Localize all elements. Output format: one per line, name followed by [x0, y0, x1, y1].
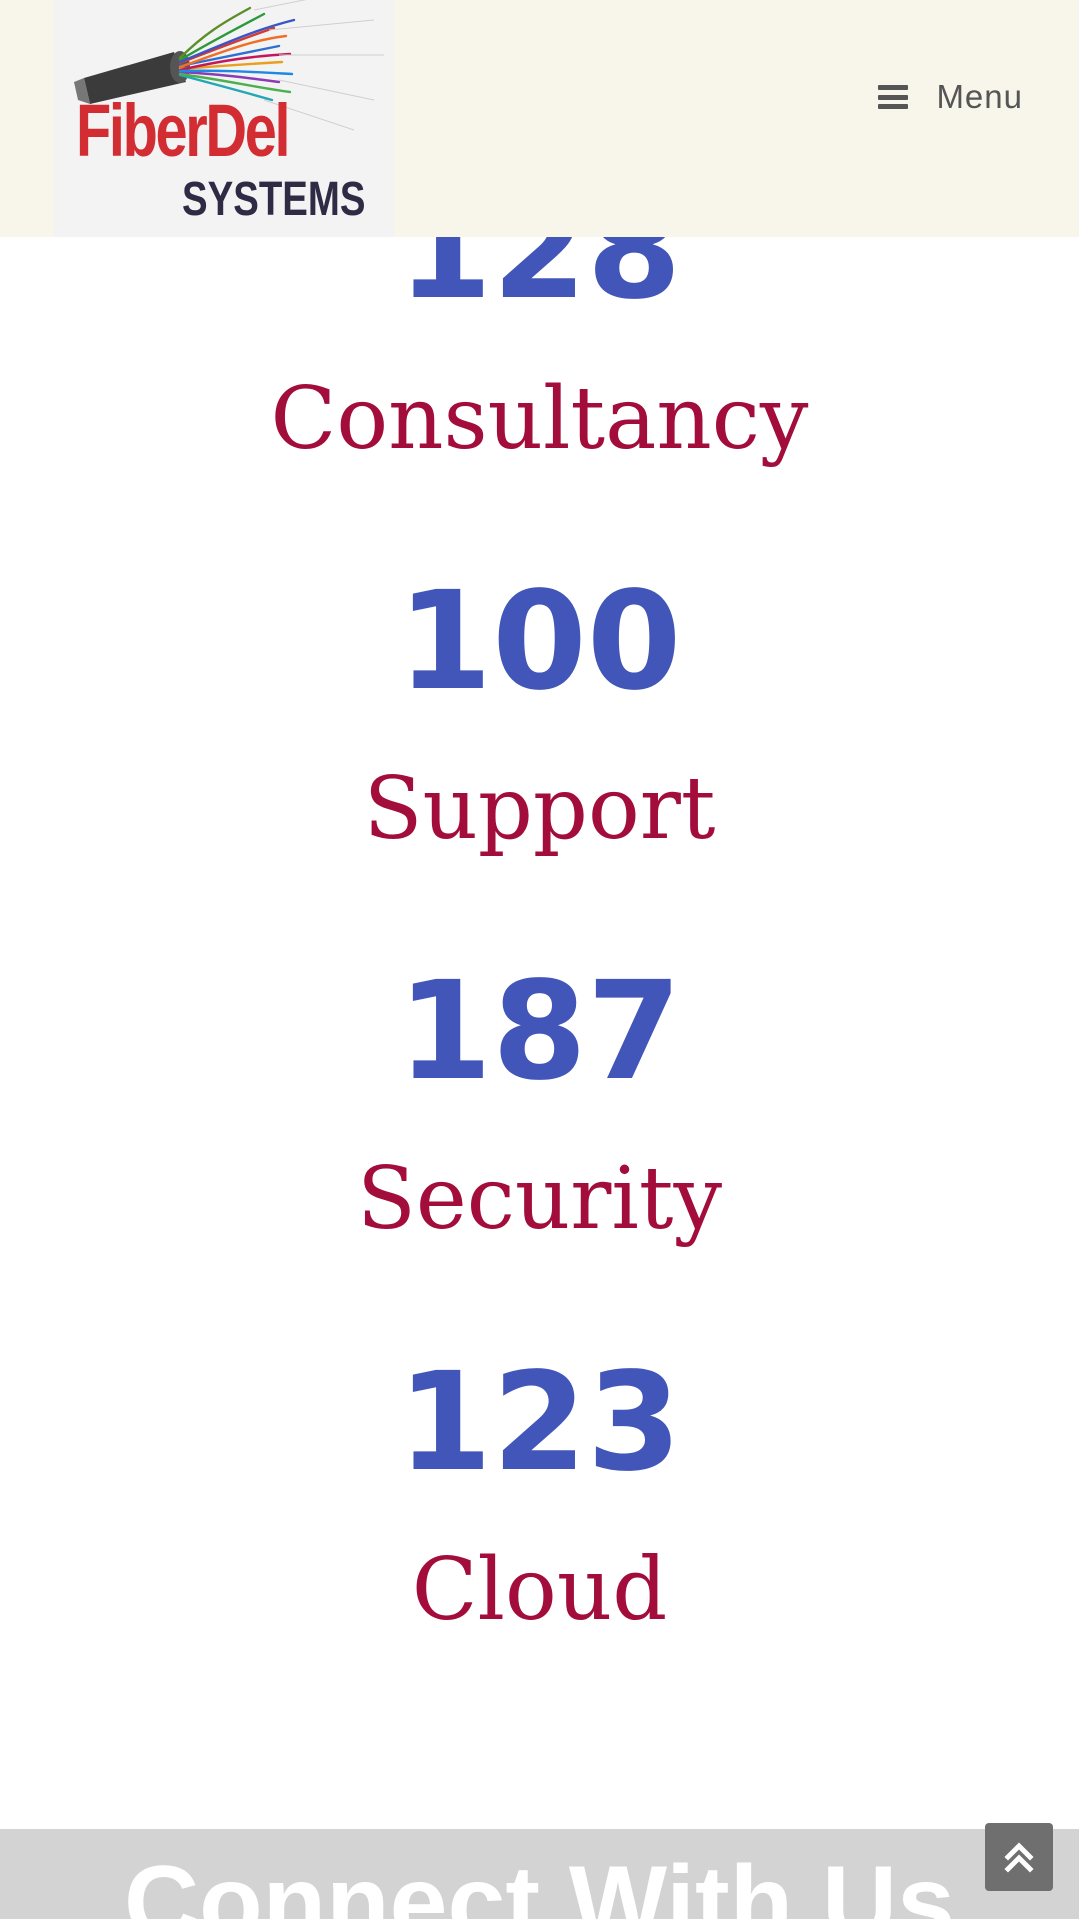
menu-toggle-button[interactable]: Menu — [878, 72, 1023, 122]
site-header: FiberDel SYSTEMS Menu — [0, 0, 1079, 237]
counter-number: 100 — [397, 563, 682, 721]
logo-name: FiberDel — [76, 89, 291, 172]
counter-label: Security — [356, 1149, 723, 1249]
site-logo[interactable]: FiberDel SYSTEMS — [54, 0, 394, 237]
connect-title: Connect With Us — [123, 1845, 956, 1919]
connect-section: Connect With Us — [0, 1829, 1079, 1919]
counter-label: Cloud — [411, 1540, 668, 1640]
counter-label: Consultancy — [270, 369, 809, 469]
fiber-cable-icon — [74, 0, 384, 131]
counter-label: Support — [363, 759, 716, 859]
counter-number: 123 — [397, 1344, 682, 1502]
scroll-to-top-button[interactable] — [985, 1823, 1053, 1891]
menu-label: Menu — [936, 78, 1023, 115]
hamburger-icon — [878, 85, 909, 109]
counter-number: 187 — [397, 953, 682, 1111]
double-chevron-up-icon — [1004, 1842, 1034, 1873]
logo-tagline: SYSTEMS — [182, 173, 366, 226]
